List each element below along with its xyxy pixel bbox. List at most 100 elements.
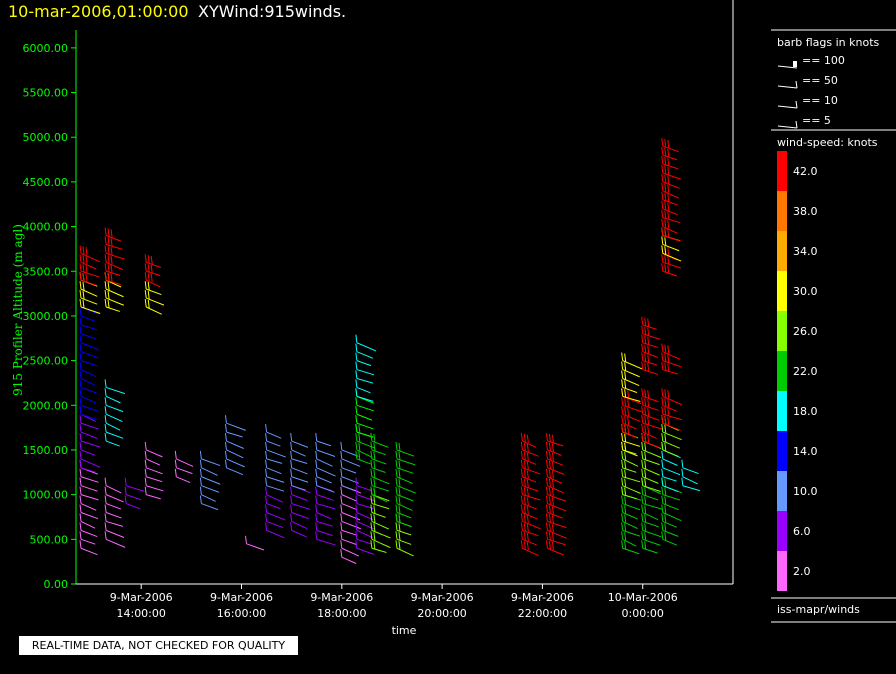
legend-speed-label: 22.0 xyxy=(793,365,818,378)
barb-flag xyxy=(548,532,551,541)
barb-flag xyxy=(545,540,548,549)
wind-barb xyxy=(355,531,372,545)
wind-barb xyxy=(144,254,162,268)
barb-staff xyxy=(371,440,389,448)
barb-staff xyxy=(642,360,658,366)
wind-barb xyxy=(104,379,126,395)
legend-speed-swatch xyxy=(777,511,787,551)
barb-flag xyxy=(340,459,343,468)
legend-source: iss-mapr/winds xyxy=(777,603,860,616)
barb-flag xyxy=(373,505,376,514)
wind-barb xyxy=(79,272,98,287)
wind-barb xyxy=(265,513,284,529)
barb-staff xyxy=(80,440,101,448)
wind-barb xyxy=(661,513,678,528)
barb-staff xyxy=(371,449,386,456)
barb-staff xyxy=(266,449,286,458)
barb-flag xyxy=(644,389,647,398)
barb-flag xyxy=(144,290,147,299)
wind-barb xyxy=(245,535,265,551)
barb-staff xyxy=(396,503,413,511)
wind-barb xyxy=(340,468,359,484)
barb-staff xyxy=(642,547,658,554)
barb-flag xyxy=(340,549,343,558)
barb-staff xyxy=(176,467,193,475)
barb-flag xyxy=(551,452,554,461)
barb-flag xyxy=(265,424,268,433)
barb-staff xyxy=(125,503,141,510)
barb-staff xyxy=(80,333,96,340)
barb-flag xyxy=(373,442,376,451)
barb-staff xyxy=(80,360,98,367)
barb-flag xyxy=(621,406,624,415)
barb-staff xyxy=(341,529,358,536)
barb-staff xyxy=(316,485,335,493)
barb-staff xyxy=(622,360,643,370)
wind-barb xyxy=(104,298,120,312)
barb-staff xyxy=(266,458,283,464)
barb-flag xyxy=(79,361,82,370)
barb-flag xyxy=(355,513,358,522)
barb-flag xyxy=(370,441,373,451)
wind-barb xyxy=(661,209,681,224)
wind-barb xyxy=(79,441,96,456)
barb-flag xyxy=(265,522,268,531)
barb-flag xyxy=(104,245,107,254)
barb-flag xyxy=(548,496,551,505)
barb-staff xyxy=(642,413,660,421)
barb-flag xyxy=(82,290,85,300)
wind-barb xyxy=(79,316,98,331)
barb-staff xyxy=(146,306,162,315)
barb-staff xyxy=(80,270,100,278)
barb-flag xyxy=(340,477,343,486)
barb-staff xyxy=(662,360,682,368)
wind-barb xyxy=(661,397,678,412)
barb-flag xyxy=(661,504,664,513)
barb-staff xyxy=(522,467,541,475)
barb-flag xyxy=(621,361,624,370)
wind-barb xyxy=(265,468,285,483)
barb-flag xyxy=(398,523,401,532)
barb-flag xyxy=(551,541,554,551)
barb-flag xyxy=(265,450,268,459)
wind-barb xyxy=(355,522,373,539)
barb-flag xyxy=(647,363,650,372)
barb-flag xyxy=(290,441,293,451)
barb-flag xyxy=(520,522,523,531)
barb-flag xyxy=(373,496,376,505)
barb-flag xyxy=(147,264,150,273)
wind-barb xyxy=(340,531,358,546)
wind-barb xyxy=(79,370,96,386)
wind-barb xyxy=(641,388,659,403)
wind-barb xyxy=(315,504,332,520)
barb-staff xyxy=(642,485,661,493)
barb-flag xyxy=(144,298,147,308)
barb-staff xyxy=(80,324,98,331)
barb-flag xyxy=(661,164,664,174)
barb-flag xyxy=(104,424,107,433)
barb-flag xyxy=(107,228,110,237)
barb-flag xyxy=(664,237,667,246)
wind-barb xyxy=(545,486,567,502)
barb-flag xyxy=(647,327,650,336)
barb-staff xyxy=(105,538,126,548)
barb-flag xyxy=(548,478,551,487)
barb-flag xyxy=(664,496,667,505)
barb-flag xyxy=(370,522,373,531)
barb-flag xyxy=(315,468,318,477)
barb-flag xyxy=(551,488,554,497)
barb-flag xyxy=(664,523,667,532)
barb-flag xyxy=(199,459,202,468)
barb-flag xyxy=(79,477,82,486)
wind-barb xyxy=(340,513,361,530)
barb-flag xyxy=(520,450,523,459)
barb-staff xyxy=(341,503,358,511)
barb-flag xyxy=(107,281,110,291)
barb-flag xyxy=(199,468,202,477)
barb-staff xyxy=(80,369,97,377)
barb-flag xyxy=(107,246,110,255)
barb-staff xyxy=(622,386,638,394)
barb-flag xyxy=(545,468,548,477)
wind-barb xyxy=(621,352,643,370)
barb-flag xyxy=(545,522,548,531)
